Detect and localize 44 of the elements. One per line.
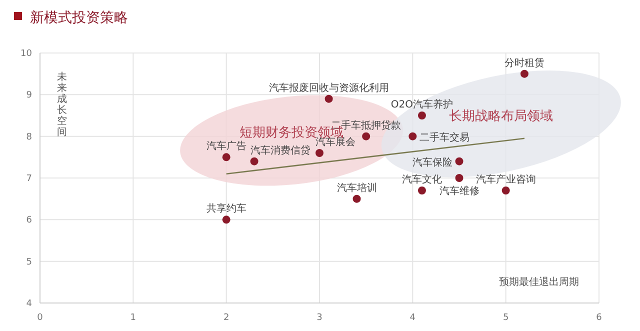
point: [316, 149, 324, 157]
y-tick-label: 4: [26, 299, 32, 309]
annotation: 汽车文化: [402, 174, 442, 186]
annotation: 汽车消费信贷: [250, 144, 310, 156]
annotation: 汽车保险: [412, 156, 452, 168]
annotation: 汽车维修: [439, 185, 480, 197]
y-tick-label: 9: [26, 90, 32, 101]
annotation: 汽车产业咨询: [476, 174, 536, 186]
x-axis-title: 预期最佳退出周期: [499, 276, 579, 288]
x-tick-label: 6: [596, 313, 602, 323]
x-tick-label: 0: [37, 313, 44, 323]
y-tick-label: 5: [26, 257, 32, 268]
point: [222, 216, 230, 224]
y-axis-title: 未来成长空间: [57, 71, 67, 138]
annotation: 分时租赁: [504, 56, 544, 69]
y-tick-label: 6: [26, 216, 32, 226]
point: [418, 112, 426, 120]
point: [362, 132, 370, 140]
point: [418, 186, 426, 194]
point: [502, 186, 510, 194]
annotation: O2O汽车养护: [390, 98, 454, 110]
x-tick-label: 5: [502, 313, 509, 323]
annotation: 汽车培训: [336, 182, 377, 194]
y-tick-label: 7: [26, 174, 32, 184]
point: [408, 132, 417, 140]
point: [455, 157, 464, 166]
point: [520, 70, 528, 78]
annotation: 汽车报废回收与资源化利用: [268, 82, 389, 94]
y-tick-label: 8: [26, 132, 32, 142]
point: [455, 174, 464, 182]
chart-title: 新模式投资策略: [30, 10, 128, 26]
annotation: 二手车交易: [420, 131, 470, 144]
y-tick-label: 10: [20, 49, 32, 59]
x-tick-label: 4: [410, 313, 416, 323]
point: [352, 194, 361, 203]
point: [250, 157, 258, 166]
annotation: 长期战略布局领域: [449, 108, 554, 124]
point: [222, 153, 230, 162]
point: [324, 94, 333, 103]
x-tick-label: 1: [130, 313, 136, 323]
annotation: 共享约车: [206, 202, 246, 215]
annotation: 汽车广告: [206, 140, 246, 152]
x-tick-label: 2: [223, 313, 230, 323]
x-tick-label: 3: [316, 313, 322, 323]
